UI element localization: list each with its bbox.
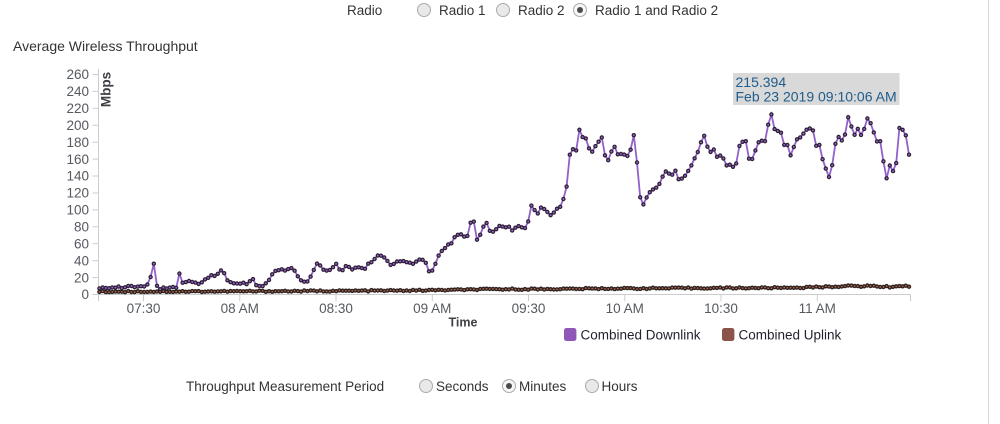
svg-text:07:30: 07:30 (127, 301, 161, 316)
svg-text:08 AM: 08 AM (221, 301, 259, 316)
svg-text:20: 20 (74, 270, 89, 285)
svg-text:140: 140 (66, 169, 89, 184)
svg-text:120: 120 (66, 186, 89, 201)
svg-text:220: 220 (66, 101, 89, 116)
svg-text:Feb 23 2019 09:10:06 AM: Feb 23 2019 09:10:06 AM (736, 89, 897, 105)
svg-text:09:30: 09:30 (512, 301, 546, 316)
svg-text:260: 260 (66, 67, 89, 82)
svg-text:Combined Downlink: Combined Downlink (581, 328, 701, 343)
svg-text:11 AM: 11 AM (799, 301, 836, 316)
svg-text:40: 40 (74, 253, 89, 268)
svg-text:100: 100 (66, 203, 89, 218)
svg-text:200: 200 (66, 118, 89, 133)
svg-text:240: 240 (66, 84, 89, 99)
svg-text:Time: Time (449, 316, 478, 330)
svg-text:09 AM: 09 AM (413, 301, 451, 316)
svg-text:Combined Uplink: Combined Uplink (739, 328, 842, 343)
svg-text:160: 160 (66, 152, 89, 167)
svg-text:60: 60 (74, 236, 89, 251)
svg-text:08:30: 08:30 (319, 301, 353, 316)
svg-text:180: 180 (66, 135, 89, 150)
svg-text:Mbps: Mbps (99, 72, 114, 107)
svg-text:80: 80 (74, 220, 89, 235)
svg-text:10:30: 10:30 (704, 301, 738, 316)
svg-text:0: 0 (81, 287, 89, 302)
svg-text:215.394: 215.394 (736, 74, 787, 90)
svg-text:10 AM: 10 AM (606, 301, 644, 316)
